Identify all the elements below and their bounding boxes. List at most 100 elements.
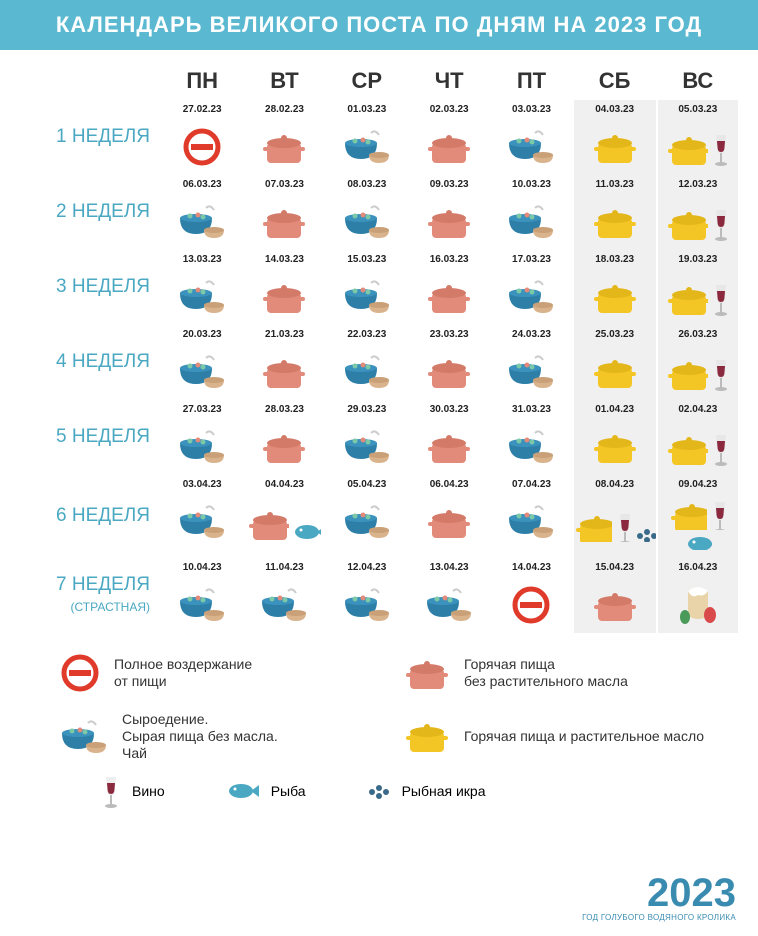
calendar-cell: 08.04.23: [574, 475, 656, 558]
cell-date: 09.03.23: [409, 179, 489, 190]
cell-date: 23.03.23: [409, 329, 489, 340]
calendar-cell: 09.03.23: [409, 175, 489, 250]
day-header: ВТ: [244, 60, 324, 100]
legend-pot-yellow-text: Горячая пища и растительное масло: [464, 728, 704, 745]
calendar-cell: 17.03.23: [491, 250, 571, 325]
cell-date: 07.03.23: [244, 179, 324, 190]
cell-date: 13.03.23: [162, 254, 242, 265]
calendar-cell: 13.03.23: [162, 250, 242, 325]
cell-date: 18.03.23: [574, 254, 656, 265]
legend-forbid: Полное воздержаниеот пищи: [60, 653, 384, 693]
footer-logo: 2023 ГОД ГОЛУБОГО ВОДЯНОГО КРОЛИКА: [582, 873, 736, 922]
cell-date: 06.04.23: [409, 479, 489, 490]
day-header: ПН: [162, 60, 242, 100]
calendar-cell: 28.02.23: [244, 100, 324, 175]
cell-date: 07.04.23: [491, 479, 571, 490]
calendar-cell: 21.03.23: [244, 325, 324, 400]
day-header: ПТ: [491, 60, 571, 100]
calendar-cell: 07.03.23: [244, 175, 324, 250]
cell-date: 20.03.23: [162, 329, 242, 340]
calendar-cell: 13.04.23: [409, 558, 489, 633]
pot-salmon-icon: [404, 653, 450, 693]
legend: Полное воздержаниеот пищи Горячая пищабе…: [0, 633, 758, 761]
calendar-cell: 23.03.23: [409, 325, 489, 400]
cell-date: 28.02.23: [244, 104, 324, 115]
calendar-cell: 11.03.23: [574, 175, 656, 250]
cell-date: 27.02.23: [162, 104, 242, 115]
cell-date: 10.03.23: [491, 179, 571, 190]
calendar-cell: 20.03.23: [162, 325, 242, 400]
calendar-cell: 27.03.23: [162, 400, 242, 475]
week-label: 4 НЕДЕЛЯ: [20, 352, 160, 373]
calendar-cell: 19.03.23: [658, 250, 738, 325]
calendar-cell: 04.03.23: [574, 100, 656, 175]
week-label: 6 НЕДЕЛЯ: [20, 506, 160, 527]
legend-forbid-text: Полное воздержаниеот пищи: [114, 656, 252, 690]
calendar-cell: 06.04.23: [409, 475, 489, 558]
cell-date: 09.04.23: [658, 479, 738, 490]
cell-date: 03.04.23: [162, 479, 242, 490]
calendar-cell: 16.03.23: [409, 250, 489, 325]
day-header: ВС: [658, 60, 738, 100]
calendar-cell: 02.04.23: [658, 400, 738, 475]
cell-date: 19.03.23: [658, 254, 738, 265]
cell-date: 08.03.23: [327, 179, 407, 190]
cell-date: 02.03.23: [409, 104, 489, 115]
calendar-cell: 25.03.23: [574, 325, 656, 400]
legend-fish: Рыба: [225, 781, 306, 801]
legend-wine: Вино: [100, 773, 165, 809]
calendar-cell: 06.03.23: [162, 175, 242, 250]
calendar-cell: 26.03.23: [658, 325, 738, 400]
calendar-cell: 18.03.23: [574, 250, 656, 325]
calendar-cell: 16.04.23: [658, 558, 738, 633]
legend-bowl: Сыроедение.Сырая пища без масла.Чай: [60, 711, 384, 761]
cell-date: 17.03.23: [491, 254, 571, 265]
calendar-cell: 02.03.23: [409, 100, 489, 175]
forbid-icon: [60, 653, 100, 693]
cell-date: 01.03.23: [327, 104, 407, 115]
week-label: 5 НЕДЕЛЯ: [20, 427, 160, 448]
calendar-cell: 11.04.23: [244, 558, 324, 633]
legend-caviar-text: Рыбная икра: [402, 783, 486, 799]
cell-date: 15.03.23: [327, 254, 407, 265]
calendar-cell: 10.03.23: [491, 175, 571, 250]
calendar-cell: 01.04.23: [574, 400, 656, 475]
cell-date: 22.03.23: [327, 329, 407, 340]
cell-date: 01.04.23: [574, 404, 656, 415]
calendar-cell: 22.03.23: [327, 325, 407, 400]
cell-date: 16.03.23: [409, 254, 489, 265]
pot-yellow-icon: [404, 716, 450, 756]
calendar-cell: 05.04.23: [327, 475, 407, 558]
bowl-icon: [60, 715, 108, 757]
footer-year: 2023: [582, 873, 736, 913]
caviar-icon: [366, 780, 392, 802]
cell-date: 29.03.23: [327, 404, 407, 415]
day-header: СР: [327, 60, 407, 100]
cell-date: 08.04.23: [574, 479, 656, 490]
cell-date: 12.03.23: [658, 179, 738, 190]
calendar-cell: 15.04.23: [574, 558, 656, 633]
calendar-cell: 09.04.23: [658, 475, 738, 558]
week-label: 7 НЕДЕЛЯ(СТРАСТНАЯ): [20, 575, 160, 617]
week-label: 3 НЕДЕЛЯ: [20, 277, 160, 298]
fish-icon: [225, 781, 261, 801]
calendar-cell: 15.03.23: [327, 250, 407, 325]
cell-date: 24.03.23: [491, 329, 571, 340]
cell-date: 16.04.23: [658, 562, 738, 573]
cell-date: 11.04.23: [244, 562, 324, 573]
cell-date: 05.04.23: [327, 479, 407, 490]
calendar-cell: 07.04.23: [491, 475, 571, 558]
cell-date: 14.04.23: [491, 562, 571, 573]
wine-icon: [100, 773, 122, 809]
legend-fish-text: Рыба: [271, 783, 306, 799]
cell-date: 15.04.23: [574, 562, 656, 573]
cell-date: 12.04.23: [327, 562, 407, 573]
header: КАЛЕНДАРЬ ВЕЛИКОГО ПОСТА ПО ДНЯМ НА 2023…: [0, 0, 758, 50]
week-label: 1 НЕДЕЛЯ: [20, 127, 160, 148]
calendar-cell: 12.03.23: [658, 175, 738, 250]
calendar-cell: 29.03.23: [327, 400, 407, 475]
calendar-cell: 14.03.23: [244, 250, 324, 325]
calendar-cell: 24.03.23: [491, 325, 571, 400]
cell-date: 10.04.23: [162, 562, 242, 573]
cell-date: 05.03.23: [658, 104, 738, 115]
